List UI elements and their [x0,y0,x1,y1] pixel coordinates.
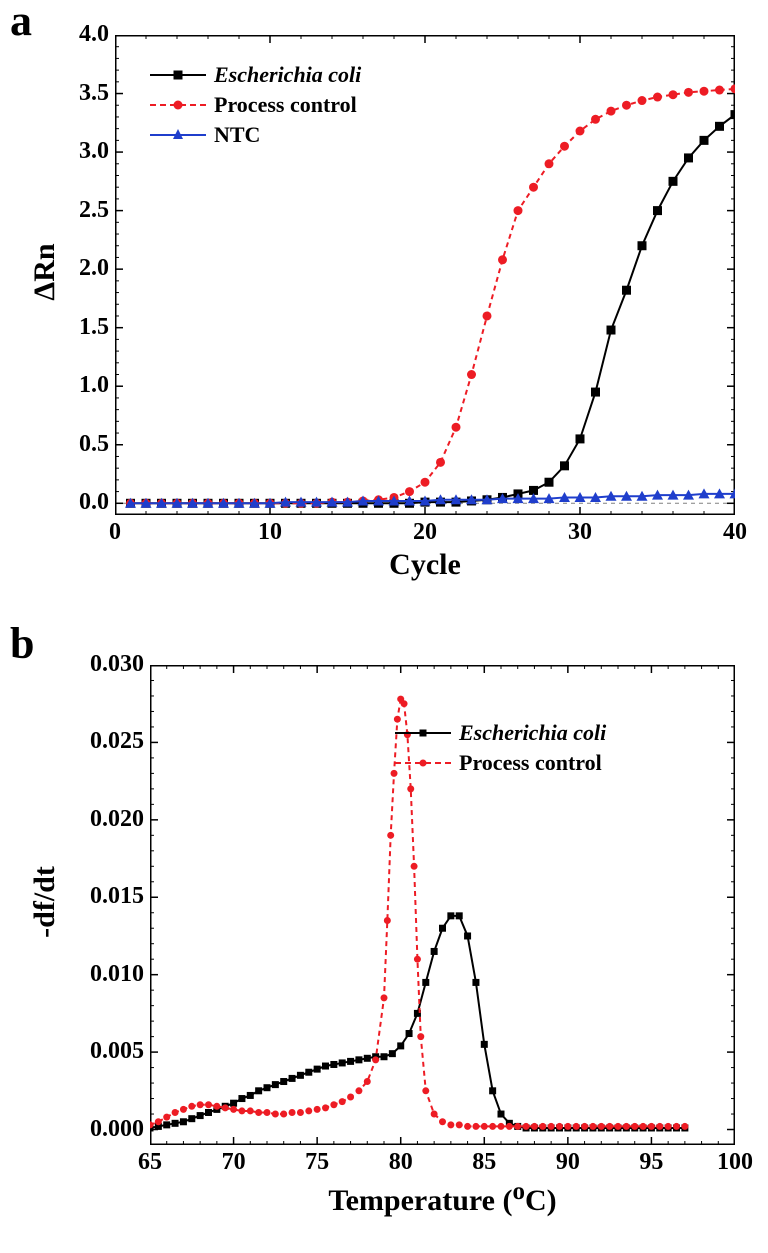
ytick-label: 3.0 [79,138,109,165]
xtick-label: 65 [125,1149,175,1176]
panel-a-label: a [10,0,32,46]
legend-swatch [150,64,206,86]
xtick-label: 40 [710,519,760,546]
legend-item: Process control [150,92,361,118]
ytick-label: 2.5 [79,197,109,224]
legend-label: NTC [214,122,260,148]
ytick-label: 2.0 [79,255,109,282]
ytick-label: 0.000 [90,1116,144,1143]
xtick-label: 10 [245,519,295,546]
panel-a-legend: Escherichia coli Process control NTC [150,62,361,152]
ytick-label: 1.5 [79,314,109,341]
legend-label: Process control [459,750,602,776]
legend-marker [173,129,183,139]
legend-marker [420,760,427,767]
ytick-label: 0.005 [90,1038,144,1065]
panel-a-ylabel: ΔRn [28,222,62,322]
ytick-label: 0.0 [79,489,109,516]
ytick-label: 0.5 [79,431,109,458]
ytick-label: 0.020 [90,806,144,833]
legend-marker [174,101,183,110]
figure: a ΔRn Cycle Escherichia coli Process cont… [0,0,768,1253]
legend-label: Process control [214,92,357,118]
xtick-label: 95 [626,1149,676,1176]
xtick-label: 20 [400,519,450,546]
ytick-label: 0.030 [90,651,144,678]
panel-b-legend: Escherichia coli Process control [395,720,606,780]
legend-swatch [395,722,451,744]
ytick-label: 3.5 [79,80,109,107]
legend-swatch [395,752,451,774]
ytick-label: 0.010 [90,961,144,988]
legend-item: Escherichia coli [150,62,361,88]
ytick-label: 4.0 [79,21,109,48]
panel-b-ylabel: -df/dt [28,852,62,952]
xtick-label: 0 [90,519,140,546]
legend-label: Escherichia coli [459,720,606,746]
xtick-label: 75 [292,1149,342,1176]
legend-swatch [150,124,206,146]
xtick-label: 85 [459,1149,509,1176]
panel-b-xlabel: Temperature (oC) [150,1178,735,1218]
xtick-label: 100 [710,1149,760,1176]
legend-marker [420,730,427,737]
legend-marker [174,71,183,80]
xtick-label: 90 [543,1149,593,1176]
legend-item: Escherichia coli [395,720,606,746]
legend-label: Escherichia coli [214,62,361,88]
xtick-label: 70 [209,1149,259,1176]
xtick-label: 30 [555,519,605,546]
ytick-label: 1.0 [79,372,109,399]
legend-item: NTC [150,122,361,148]
legend-swatch [150,94,206,116]
ytick-label: 0.015 [90,883,144,910]
ytick-label: 0.025 [90,728,144,755]
xtick-label: 80 [376,1149,426,1176]
panel-a-xlabel: Cycle [115,548,735,582]
legend-item: Process control [395,750,606,776]
panel-b-label: b [10,618,34,669]
